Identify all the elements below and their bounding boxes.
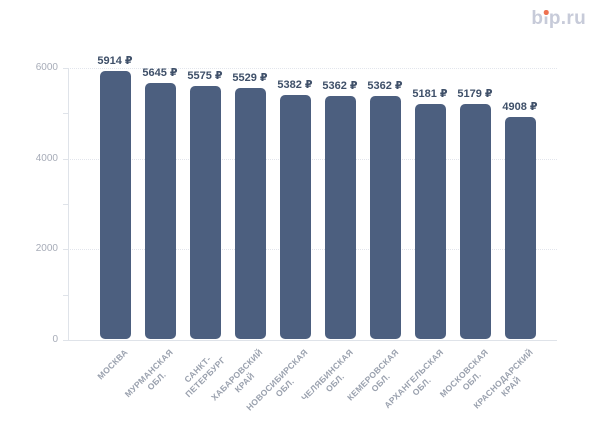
bar-value-label: 5575 ₽ xyxy=(187,70,223,83)
bar-value-label: 5362 ₽ xyxy=(322,79,358,92)
logo-text-b: b xyxy=(531,8,544,29)
logo-text-pru: p.ru xyxy=(548,8,586,29)
y-axis-tick xyxy=(63,249,68,251)
bar-3[interactable] xyxy=(189,86,221,339)
y-axis-tick xyxy=(63,158,68,160)
y-axis-tick xyxy=(63,68,68,69)
bip-ru-logo[interactable]: bip.ru xyxy=(531,8,586,30)
y-axis-tick xyxy=(63,294,68,296)
bar-9[interactable] xyxy=(459,104,491,339)
bar-8[interactable] xyxy=(414,104,446,339)
bar-value-label: 5181 ₽ xyxy=(412,88,448,101)
bar-value-label: 5179 ₽ xyxy=(457,88,493,101)
bar-value-label: 5914 ₽ xyxy=(97,54,133,67)
logo-i-letter-with-orange-dot: i xyxy=(543,8,549,29)
category-label: МОСКВА xyxy=(95,347,131,382)
y-axis-tick xyxy=(63,340,68,341)
y-axis-line xyxy=(68,68,69,340)
bar-10[interactable] xyxy=(504,116,536,339)
bar-1[interactable] xyxy=(99,70,131,339)
bar-6[interactable] xyxy=(324,95,356,339)
y-axis-tick xyxy=(63,204,68,205)
bar-2[interactable] xyxy=(144,83,176,339)
x-axis-line xyxy=(68,340,557,341)
y-tick-label: 0 xyxy=(52,334,58,345)
y-tick-label: 2000 xyxy=(35,243,58,255)
y-axis-tick xyxy=(63,113,68,115)
bar-value-label: 5529 ₽ xyxy=(232,72,268,85)
bar-7[interactable] xyxy=(369,95,401,339)
gridline-4000 xyxy=(68,158,557,160)
bar-value-label: 5645 ₽ xyxy=(142,67,178,80)
y-tick-label: 6000 xyxy=(35,62,58,73)
category-label: МУРМАНСКАЯ ОБЛ. xyxy=(122,347,176,400)
gridline-2000 xyxy=(68,249,557,251)
bar-value-label: 4908 ₽ xyxy=(502,100,538,113)
bar-4[interactable] xyxy=(234,88,266,339)
y-tick-label: 4000 xyxy=(35,152,58,164)
gridline-6000 xyxy=(68,68,557,69)
bar-value-label: 5382 ₽ xyxy=(277,79,313,92)
bar-value-label: 5362 ₽ xyxy=(367,79,403,92)
bar-5[interactable] xyxy=(279,95,311,339)
